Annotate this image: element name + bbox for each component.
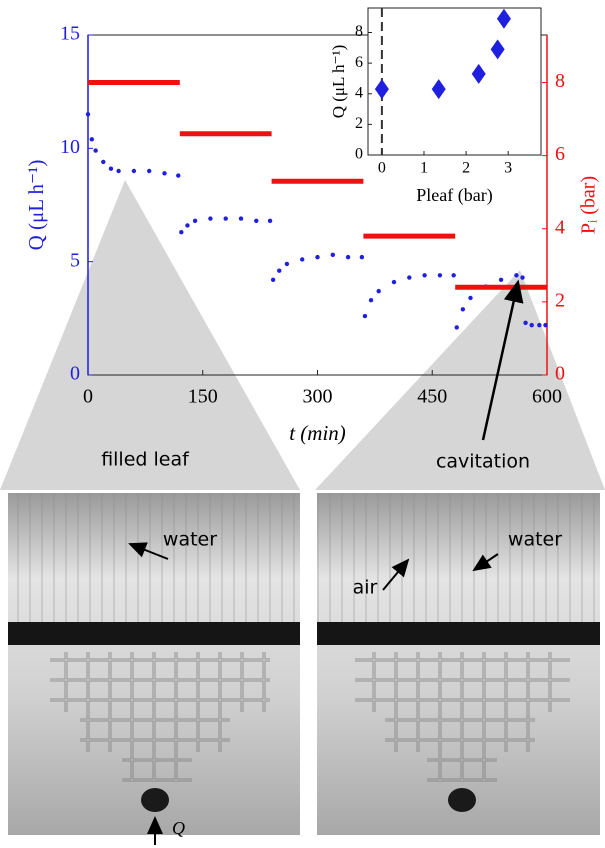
data-point	[374, 79, 389, 100]
photo-label: water	[508, 529, 562, 551]
data-point	[162, 171, 167, 176]
y-tick-label: 5	[70, 249, 80, 271]
data-point	[254, 218, 259, 224]
data-point	[460, 307, 466, 312]
data-point	[85, 112, 91, 117]
data-point	[238, 216, 244, 221]
data-point	[277, 268, 282, 273]
data-point	[330, 252, 335, 258]
caption: filled leaf	[101, 449, 190, 471]
data-point	[451, 273, 456, 278]
x-tick-label: 0	[83, 386, 93, 408]
y-tick-label: 2	[355, 115, 363, 132]
data-point	[454, 325, 459, 330]
y-tick-label: 4	[355, 84, 363, 101]
x-tick-label: 2	[462, 160, 470, 177]
y-tick-label: 8	[355, 23, 363, 40]
data-point	[537, 322, 542, 328]
data-point	[176, 173, 181, 178]
y2-tick-label: 4	[555, 216, 565, 238]
data-point	[89, 137, 95, 142]
data-point	[345, 254, 351, 260]
x-axis-label: Pleaf (bar)	[416, 185, 492, 206]
data-point	[529, 322, 534, 328]
x-axis-label: t (min)	[289, 421, 346, 445]
y2-tick-label: 8	[555, 70, 565, 92]
data-point	[359, 254, 365, 260]
data-point	[391, 279, 397, 285]
data-point	[185, 223, 190, 228]
data-point	[147, 168, 152, 174]
x-tick-label: 600	[532, 386, 562, 408]
data-point	[468, 295, 473, 301]
y2-axis-label: Pᵢ (bar)	[578, 176, 600, 234]
data-point	[520, 275, 525, 280]
data-point	[490, 39, 505, 60]
data-point	[437, 273, 443, 278]
flow-label: Q	[172, 818, 185, 838]
data-point	[496, 8, 511, 29]
y-tick-label: 15	[60, 23, 80, 45]
data-point	[376, 288, 381, 294]
data-point	[498, 277, 504, 282]
photo-filled	[8, 493, 300, 835]
data-point	[300, 257, 305, 262]
data-point	[315, 254, 320, 260]
data-point	[93, 148, 98, 153]
data-point	[471, 63, 486, 84]
x-tick-label: 3	[504, 160, 512, 177]
x-tick-label: 300	[303, 386, 333, 408]
photo-cavitation	[317, 493, 600, 835]
data-point	[116, 168, 121, 174]
data-point	[407, 275, 412, 280]
data-point	[192, 218, 198, 224]
data-point	[208, 216, 213, 221]
y-axis-label: Q (μL h⁻¹)	[24, 160, 48, 251]
data-point	[101, 159, 106, 165]
y-axis-label: Q (μL h⁻¹)	[329, 45, 348, 119]
data-point	[179, 230, 184, 235]
y-tick-label: 0	[355, 146, 363, 163]
data-point	[270, 277, 276, 282]
x-tick-label: 1	[420, 160, 428, 177]
zoom-cone	[0, 180, 300, 490]
data-point	[284, 261, 290, 267]
inset-box	[367, 7, 542, 156]
caption: cavitation	[436, 451, 530, 473]
data-point	[523, 320, 528, 326]
data-point	[267, 218, 273, 224]
data-point	[368, 298, 374, 303]
y-tick-label: 6	[355, 54, 363, 71]
y2-tick-label: 6	[555, 143, 565, 165]
data-point	[362, 313, 368, 319]
photo-label: air	[353, 577, 378, 599]
inset-chart: 0 1 2 3 0 2 4 6 8 Pleaf (bar) Q (μL h⁻¹)	[329, 7, 542, 206]
photo-label: water	[163, 529, 217, 551]
data-point	[431, 79, 446, 100]
x-tick-label: 150	[188, 386, 218, 408]
arrow	[481, 279, 524, 441]
data-point	[422, 273, 427, 278]
data-point	[514, 273, 519, 278]
data-point	[131, 168, 137, 174]
data-point	[223, 216, 228, 221]
y2-tick-label: 2	[555, 289, 565, 311]
x-tick-label: 0	[378, 160, 386, 177]
x-tick-label: 450	[417, 386, 447, 408]
pressure-line	[88, 80, 547, 290]
data-point	[108, 166, 114, 171]
y-tick-label: 0	[70, 363, 80, 385]
y-tick-label: 10	[60, 136, 80, 158]
data-point	[543, 322, 548, 328]
y2-tick-label: 0	[555, 363, 565, 385]
